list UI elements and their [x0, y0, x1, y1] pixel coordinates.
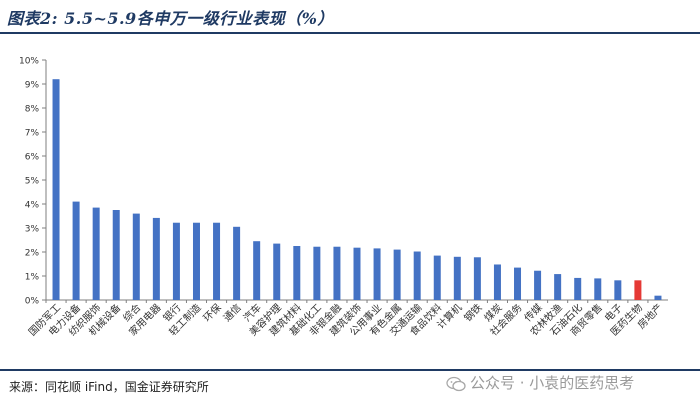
bar-22: [473, 257, 481, 300]
x-tick-label: 通信: [221, 302, 244, 325]
bar-10: [233, 226, 241, 300]
y-tick-label: 8%: [25, 105, 40, 115]
bar-11: [253, 241, 261, 300]
bar-3: [92, 207, 100, 300]
bar-5: [132, 213, 140, 300]
y-tick-label: 6%: [25, 153, 40, 163]
bar-25: [534, 270, 542, 300]
bar-19: [413, 251, 421, 300]
y-tick-label: 5%: [25, 177, 40, 187]
bar-7: [172, 222, 180, 300]
bar-12: [273, 243, 281, 300]
bar-18: [393, 249, 401, 300]
bar-4: [112, 210, 120, 300]
bar-21: [453, 256, 461, 300]
title-divider: [0, 32, 700, 34]
bar-23: [493, 264, 501, 300]
source-note: 来源：同花顺 iFind，国金证券研究所: [9, 380, 209, 394]
bar-chart: 0%1%2%3%4%5%6%7%8%9%10%国防军工电力设备纺织服饰机械设备综…: [19, 57, 668, 338]
bar-28: [594, 278, 602, 300]
wechat-icon: [446, 376, 466, 392]
bar-14: [313, 246, 321, 300]
watermark-text: 公众号 · 小袁的医药思考: [470, 374, 635, 392]
y-tick-label: 4%: [25, 201, 40, 211]
y-tick-label: 0%: [25, 297, 40, 307]
bar-31: [654, 295, 662, 300]
x-tick-label: 钢铁: [461, 301, 484, 324]
y-tick-label: 9%: [25, 81, 40, 91]
bar-27: [574, 277, 582, 300]
bar-24: [514, 267, 522, 300]
bar-13: [293, 246, 301, 300]
bar-30: [634, 280, 642, 300]
bar-20: [433, 255, 441, 300]
bar-9: [213, 222, 221, 300]
footer-divider: [0, 369, 700, 371]
bar-2: [72, 201, 80, 300]
bar-29: [614, 280, 622, 300]
bar-1: [52, 79, 60, 300]
bar-15: [333, 246, 341, 300]
y-tick-label: 3%: [25, 225, 40, 235]
bar-16: [353, 247, 361, 300]
bar-17: [373, 248, 381, 300]
bar-8: [192, 222, 200, 300]
chart-title: 图表2: 5.5~5.9各申万一级行业表现（%）: [7, 9, 334, 28]
y-tick-label: 10%: [19, 57, 39, 67]
bar-26: [554, 274, 562, 300]
y-tick-label: 1%: [25, 273, 40, 283]
x-tick-label: 环保: [200, 301, 223, 324]
y-tick-label: 7%: [25, 129, 40, 139]
bar-6: [152, 217, 160, 300]
y-tick-label: 2%: [25, 249, 40, 259]
